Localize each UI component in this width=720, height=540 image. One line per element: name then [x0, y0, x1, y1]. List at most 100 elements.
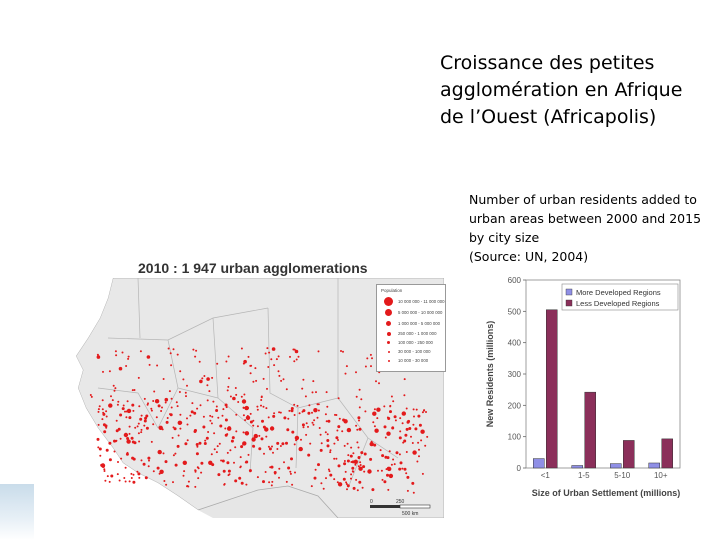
city-dot — [99, 454, 102, 457]
city-dot — [253, 433, 258, 439]
city-dot — [232, 396, 236, 401]
scale-label: 0 — [370, 499, 373, 505]
city-dot — [356, 489, 359, 492]
city-dot — [103, 470, 106, 472]
city-dot — [335, 457, 338, 460]
city-dot — [128, 480, 131, 483]
city-dot — [287, 417, 290, 420]
city-dot — [417, 414, 421, 418]
city-dot — [269, 426, 275, 431]
city-dot — [328, 470, 331, 473]
scale-segment — [399, 504, 431, 509]
city-dot — [215, 451, 218, 454]
city-dot — [256, 476, 259, 479]
city-dot — [372, 411, 377, 416]
city-dot — [197, 477, 200, 480]
y-tick-label: 400 — [508, 339, 522, 348]
scale-segment — [370, 505, 400, 508]
city-dot — [209, 414, 212, 417]
y-tick-label: 0 — [517, 464, 522, 473]
caption-line: Number of urban residents added to — [469, 192, 697, 207]
city-dot — [371, 488, 375, 492]
city-dot — [424, 444, 427, 447]
city-dot — [108, 403, 113, 408]
city-dot — [156, 466, 160, 470]
city-dot — [362, 465, 366, 469]
y-tick-label: 500 — [508, 307, 522, 316]
city-dot — [367, 469, 372, 474]
city-dot — [116, 473, 119, 476]
city-dot — [222, 469, 226, 473]
city-dot — [405, 427, 409, 431]
city-dot — [322, 487, 325, 490]
city-dot — [342, 350, 344, 353]
city-dot — [127, 357, 130, 360]
city-dot — [349, 454, 353, 458]
city-dot — [343, 460, 346, 462]
x-tick-label: <1 — [541, 471, 551, 480]
bar — [623, 440, 635, 469]
city-dot — [234, 446, 237, 449]
city-dot — [199, 404, 202, 407]
city-dot — [269, 466, 272, 469]
city-dot — [147, 456, 151, 460]
city-dot — [412, 450, 417, 455]
city-dot — [97, 410, 100, 413]
city-dot — [186, 485, 189, 487]
city-dot — [345, 365, 348, 368]
city-dot — [265, 435, 268, 438]
city-dot — [177, 434, 180, 437]
city-dot — [235, 413, 238, 416]
city-dot — [255, 379, 258, 382]
city-dot — [128, 432, 131, 435]
city-dot — [207, 431, 210, 433]
city-dot — [276, 441, 280, 445]
legend-row: 10 000 000 - 11 000 000 — [380, 297, 445, 307]
city-dot — [302, 426, 305, 429]
city-dot — [244, 419, 247, 422]
city-dot — [139, 350, 142, 353]
legend-row: 5 000 000 - 10 000 000 — [380, 308, 444, 318]
city-dot — [252, 444, 256, 448]
city-dot — [418, 455, 420, 458]
legend-row: 250 000 - 1 000 000 — [380, 329, 444, 339]
city-dot — [174, 463, 178, 467]
city-dot — [178, 391, 181, 393]
city-dot — [132, 480, 136, 484]
city-dot — [185, 395, 187, 398]
city-dot — [210, 453, 213, 456]
city-dot — [195, 349, 198, 352]
city-dot — [249, 412, 252, 415]
city-dot — [144, 416, 148, 420]
map-canvas — [38, 278, 444, 518]
city-dot — [279, 411, 282, 414]
city-dot — [360, 451, 364, 455]
city-dot — [154, 399, 160, 404]
city-dot — [392, 458, 395, 461]
city-dot — [186, 439, 189, 442]
city-dot — [242, 362, 245, 365]
x-tick-label: 5-10 — [614, 471, 631, 480]
city-dot — [395, 451, 399, 455]
city-dot — [102, 412, 106, 416]
map-scale-bar: 0 250 500 km — [370, 499, 431, 517]
city-dot — [317, 463, 320, 467]
city-dot — [246, 406, 249, 410]
city-dot — [172, 481, 174, 484]
city-dot — [354, 463, 357, 466]
city-dot — [225, 406, 228, 409]
city-dot — [124, 466, 127, 469]
city-dot — [329, 473, 333, 477]
city-dot — [225, 360, 228, 363]
city-dot — [260, 437, 264, 441]
city-dot — [403, 467, 407, 471]
city-dot — [150, 440, 153, 443]
city-dot — [121, 351, 124, 354]
city-dot — [240, 347, 243, 350]
city-dot — [262, 480, 265, 484]
city-dot — [389, 410, 392, 414]
y-tick-label: 100 — [508, 433, 522, 442]
city-dot — [305, 422, 308, 425]
city-dot — [263, 452, 265, 455]
city-dot — [345, 481, 348, 484]
